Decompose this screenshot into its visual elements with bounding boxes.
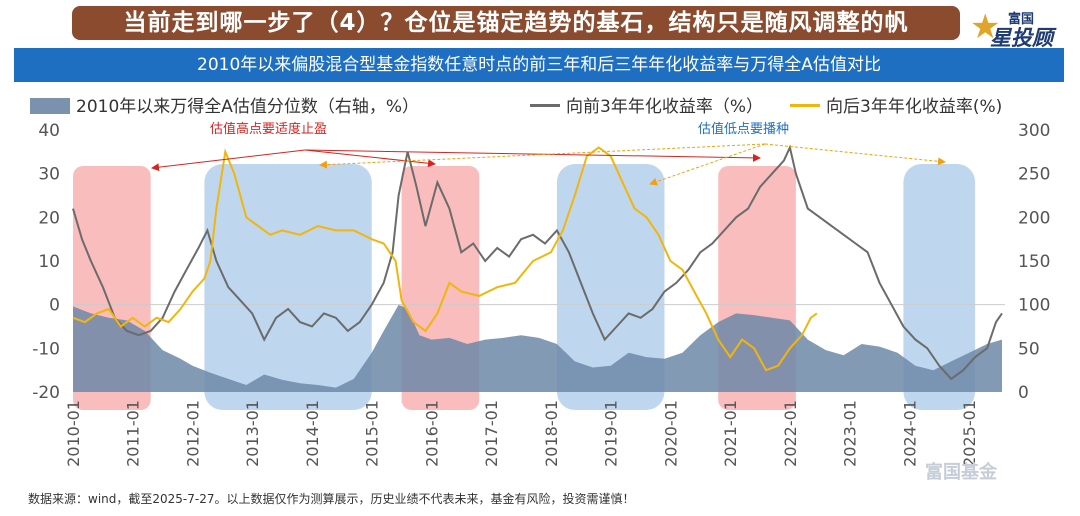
valuation-area-layer: [73, 304, 1003, 392]
arrow-low-3: [319, 143, 766, 169]
y-left-tick-label: 30: [38, 165, 60, 185]
annotation-high-valuation: 估值高点要适度止盈: [210, 121, 327, 137]
annotation-low-valuation: 估值低点要播种: [698, 121, 789, 137]
x-tick-label: 2018-01: [542, 400, 561, 467]
x-tick-label: 2017-01: [482, 400, 501, 467]
y-right-tick-label: 200: [1018, 208, 1050, 228]
x-tick-label: 2015-01: [363, 400, 382, 467]
x-tick-label: 2019-01: [602, 400, 621, 467]
forward-return-line: [72, 146, 818, 372]
return-lines-layer: [72, 144, 1003, 381]
chart-subtitle: 2010年以来偏股混合型基金指数任意时点的前三年和后三年年化收益率与万得全A估值…: [14, 48, 1064, 82]
y-left-tick-label: 40: [38, 121, 60, 141]
legend-swatch-backward: [530, 104, 560, 107]
logo-top-text: 富国: [1008, 12, 1035, 27]
y-right-tick-label: 150: [1018, 252, 1050, 272]
y-right-tick-label: 0: [1018, 383, 1029, 403]
y-right-tick-label: 50: [1018, 339, 1040, 359]
x-tick-label: 2021-01: [721, 400, 740, 467]
logo-main-text: 星投顾: [990, 26, 1053, 50]
x-tick-label: 2022-01: [781, 400, 800, 467]
y-right-tick-label: 300: [1018, 121, 1050, 141]
backward-return-line: [72, 144, 1003, 381]
page-title: 当前走到哪一步了（4）？仓位是锚定趋势的基石，结构只是随风调整的帆: [72, 6, 960, 40]
legend-swatch-area: [30, 98, 70, 114]
y-right-tick-label: 250: [1018, 165, 1050, 185]
x-tick-label: 2024-01: [900, 400, 919, 467]
axes-layer: 403020100-10-203002502001501005002010-01…: [32, 121, 1050, 467]
x-tick-label: 2013-01: [243, 400, 262, 467]
legend-swatch-forward: [790, 104, 820, 107]
y-left-tick-label: 20: [38, 208, 60, 228]
x-tick-label: 2011-01: [124, 400, 143, 467]
legend-label-area: 2010年以来万得全A估值分位数（右轴，%）: [76, 97, 420, 117]
x-tick-label: 2023-01: [841, 400, 860, 467]
low-valuation-zone: [204, 164, 372, 410]
x-tick-label: 2025-01: [960, 400, 979, 467]
y-left-tick-label: 0: [49, 296, 60, 316]
arrow-high-3: [304, 149, 761, 162]
x-tick-label: 2014-01: [303, 400, 322, 467]
legend-item-backward: 向前3年年化收益率（%）: [530, 92, 763, 117]
low-valuation-zone: [556, 164, 665, 410]
arrow-high-1: [151, 149, 306, 172]
legend-label-forward: 向后3年年化收益率(%): [826, 97, 1003, 117]
x-tick-label: 2016-01: [422, 400, 441, 467]
annotations-layer: 估值高点要适度止盈 估值低点要播种: [151, 121, 946, 186]
x-tick-label: 2012-01: [183, 400, 202, 467]
brand-watermark: 富国基金: [925, 462, 997, 483]
low-valuation-zone: [903, 164, 976, 410]
legend-label-backward: 向前3年年化收益率（%）: [566, 97, 763, 117]
legend-item-forward: 向后3年年化收益率(%): [790, 92, 1002, 117]
x-tick-label: 2010-01: [64, 400, 83, 467]
star-icon: ★: [970, 7, 1001, 47]
y-right-tick-label: 100: [1018, 296, 1050, 316]
y-left-tick-label: -10: [32, 339, 60, 359]
legend-item-area: 2010年以来万得全A估值分位数（右轴，%）: [30, 92, 419, 117]
y-left-tick-label: 10: [38, 252, 60, 272]
brand-logo: ★ 富国 星投顾: [970, 6, 1074, 50]
arrow-low-2: [764, 143, 946, 166]
valuation-percentile-area: [73, 304, 1003, 392]
footnote: 数据来源：wind，截至2025-7-27。以上数据仅作为测算展示，历史业绩不代…: [28, 492, 635, 506]
y-left-tick-label: -20: [32, 383, 60, 403]
arrow-low-1: [649, 143, 766, 186]
arrow-high-2: [304, 149, 436, 168]
x-tick-label: 2020-01: [661, 400, 680, 467]
